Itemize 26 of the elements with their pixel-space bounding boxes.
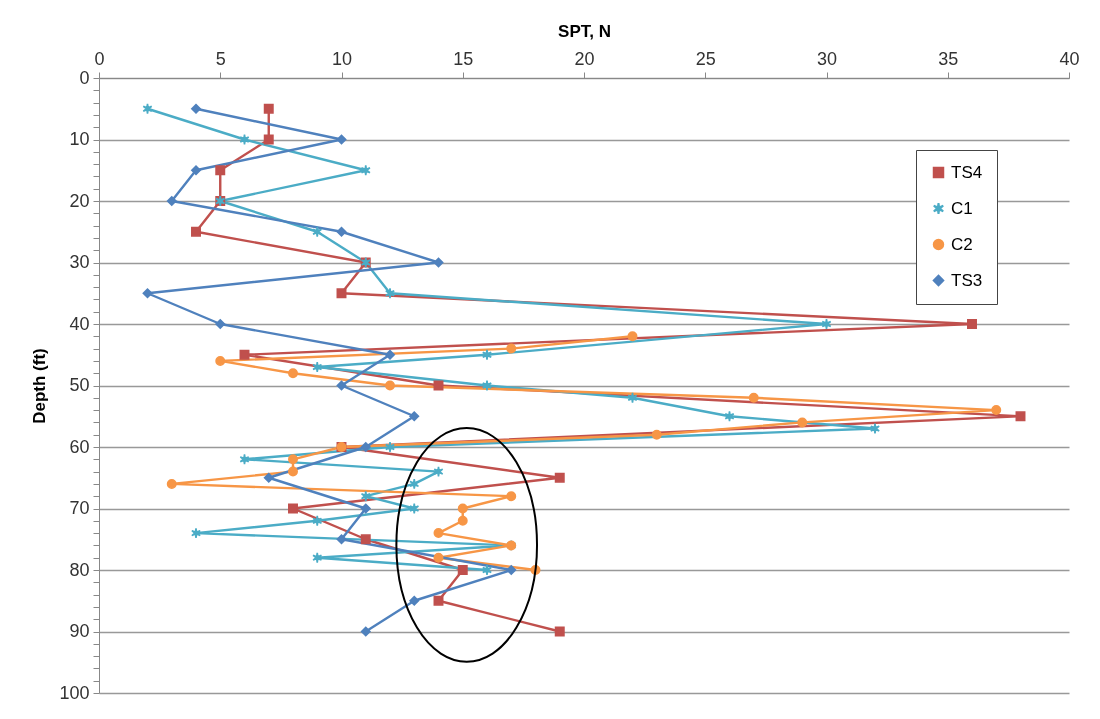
y-tick-label: 80 <box>69 559 90 580</box>
x-tick-label: 10 <box>331 48 353 69</box>
y-tick-label: 50 <box>69 375 90 395</box>
y-tick-label: 20 <box>69 190 90 211</box>
x-axis-title: SPT, N <box>558 21 611 41</box>
x-tick-label: 15 <box>453 48 474 69</box>
y-tick-label: 100 <box>59 682 90 703</box>
y-tick-label: 70 <box>69 498 90 518</box>
x-tick-label: 0 <box>94 48 105 69</box>
x-tick-label: 25 <box>695 48 716 69</box>
x-tick-label: 5 <box>215 48 226 69</box>
legend-label: TS3 <box>951 270 983 290</box>
y-tick-label: 40 <box>69 313 90 334</box>
legend-label: C2 <box>951 234 973 254</box>
legend-label: TS4 <box>951 162 983 182</box>
x-tick-label: 35 <box>938 48 959 69</box>
y-tick-label: 30 <box>69 252 90 272</box>
x-tick-label: 20 <box>574 48 595 69</box>
y-tick-label: 0 <box>79 67 90 88</box>
x-tick-label: 40 <box>1059 48 1080 69</box>
y-tick-label: 90 <box>69 621 90 641</box>
legend-label: C1 <box>951 198 973 218</box>
x-tick-label: 30 <box>816 48 838 69</box>
y-tick-label: 10 <box>69 129 90 149</box>
y-tick-label: 60 <box>69 436 90 457</box>
y-axis-title: Depth (ft) <box>30 348 50 424</box>
